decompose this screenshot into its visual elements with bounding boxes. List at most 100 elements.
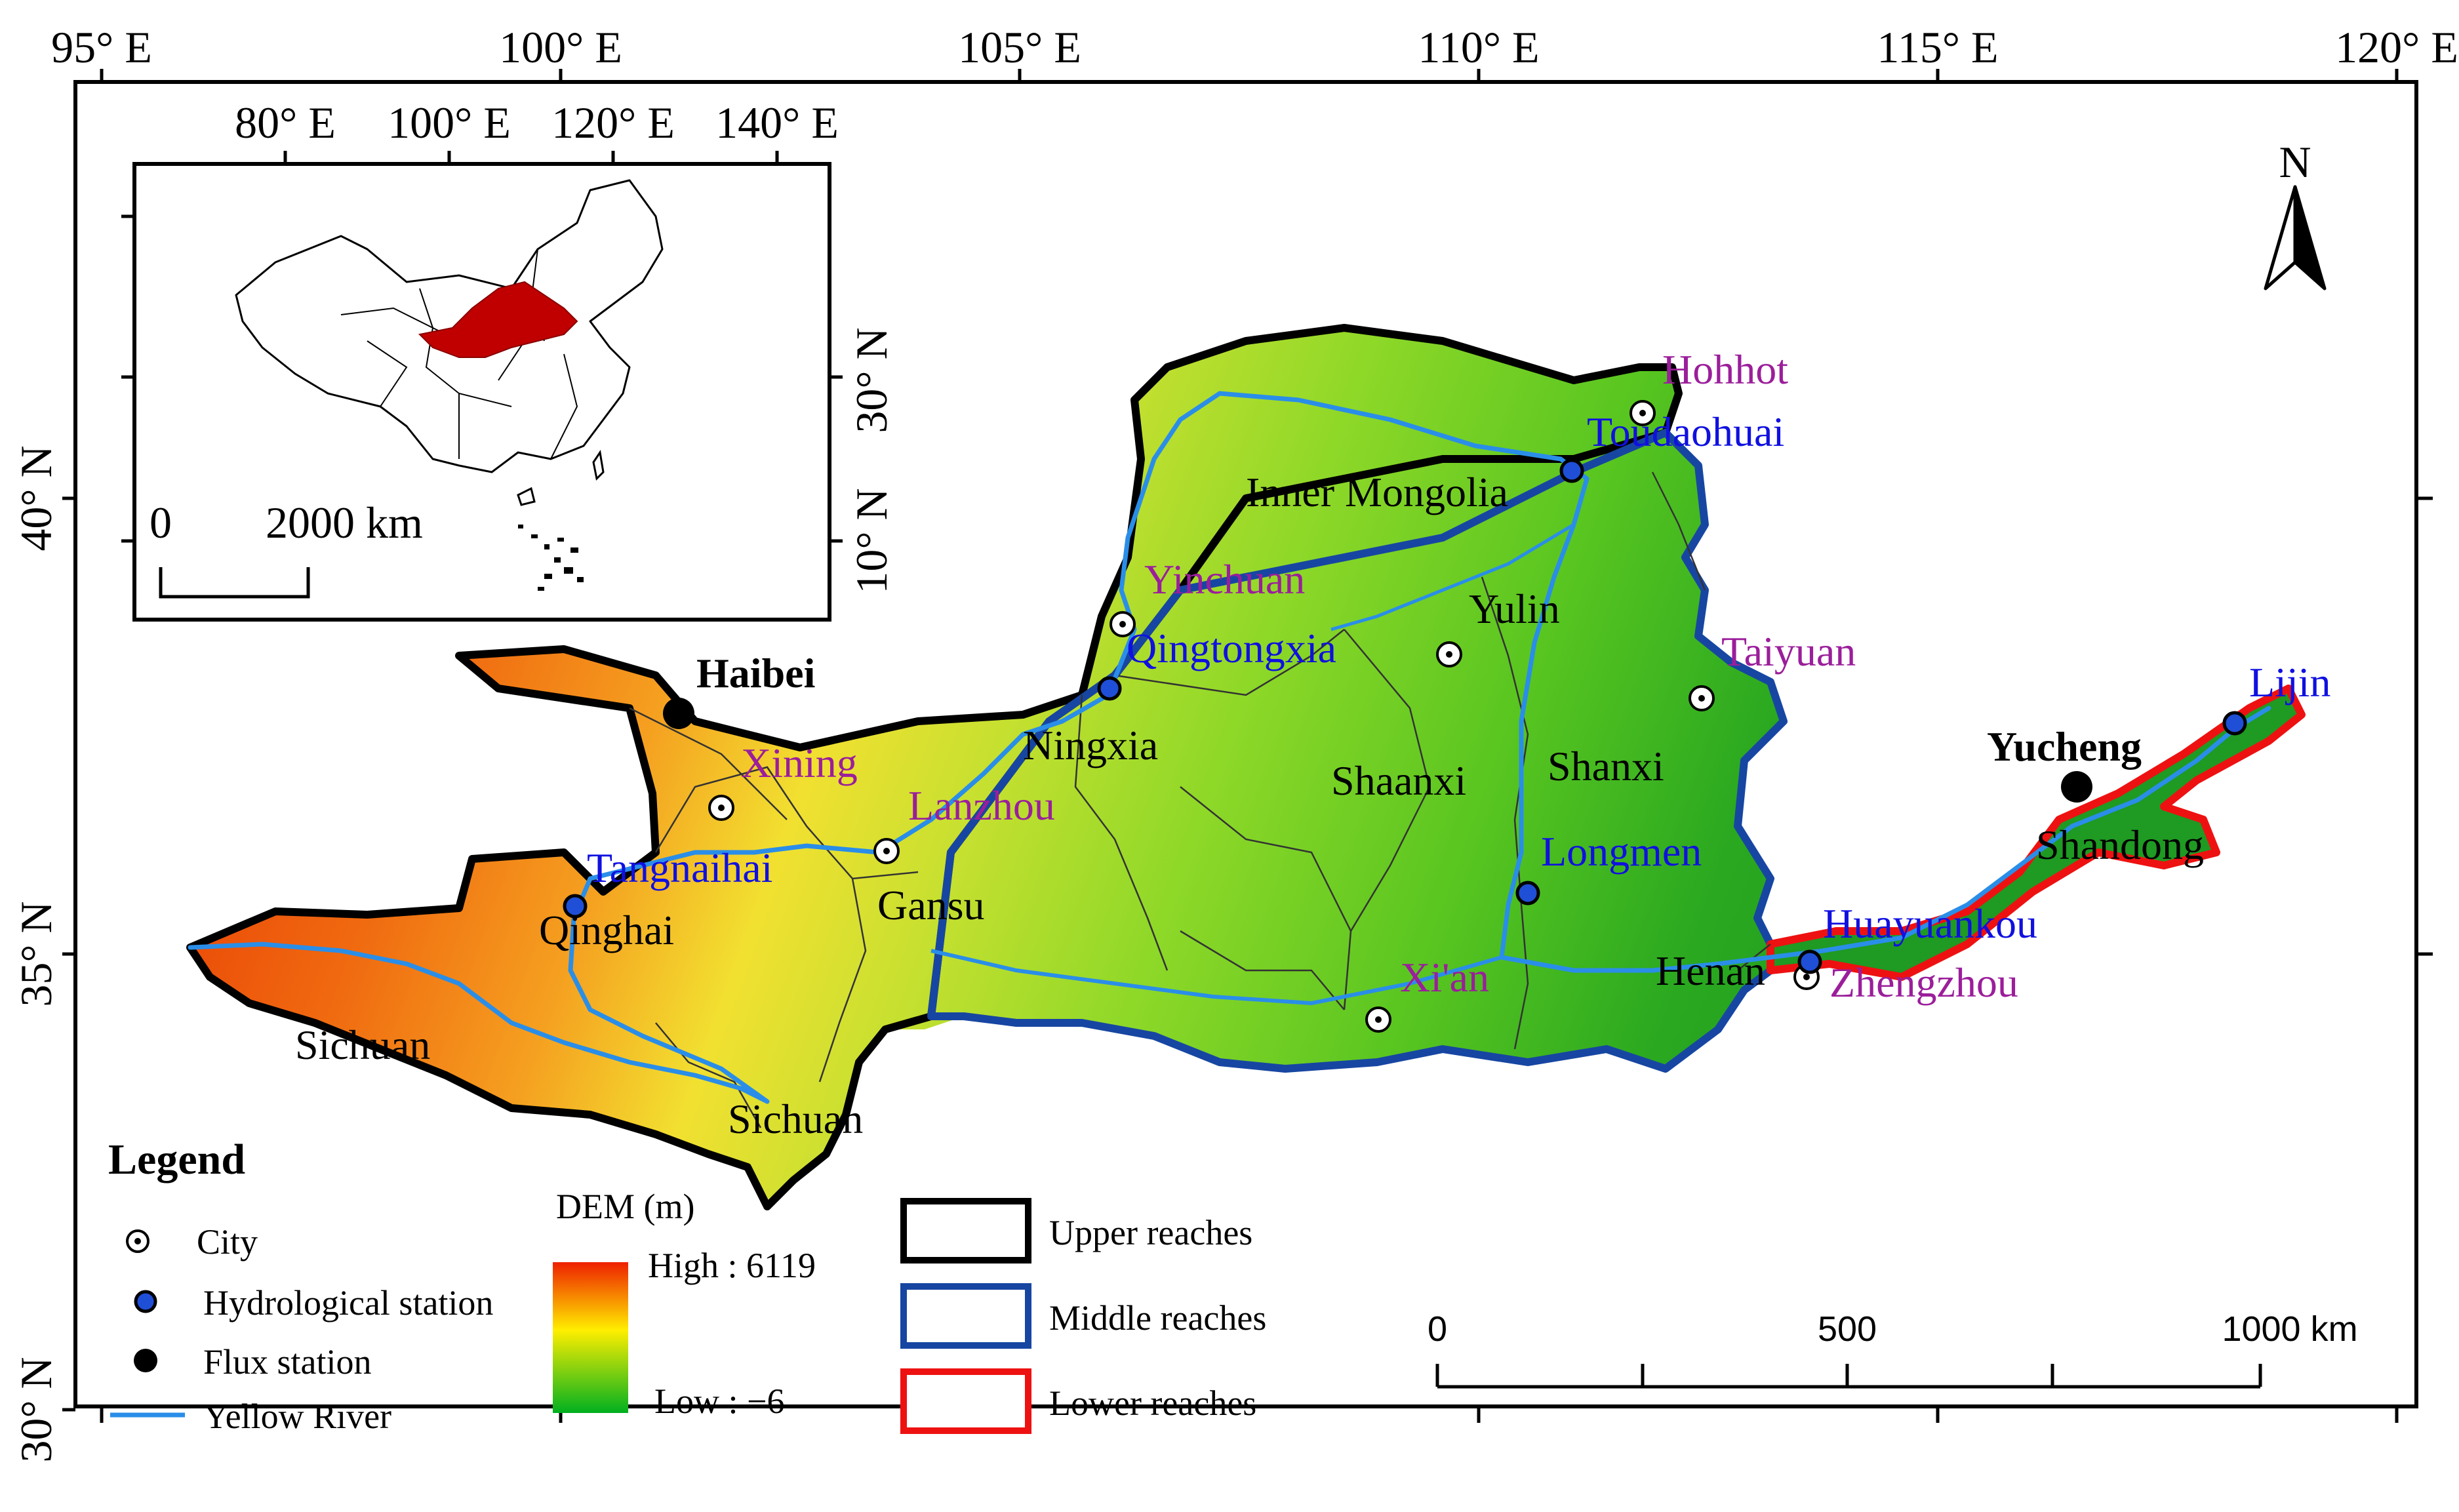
hydro-station-markers — [563, 458, 2247, 974]
station-label-tangnaihai: Tangnaihai — [587, 845, 772, 891]
legend-item-yellow-river: Yellow River — [110, 1397, 391, 1436]
city-icon — [873, 838, 900, 864]
inset-lat-30: 30° N — [847, 327, 896, 433]
prov-label-sichuan-east: Sichuan — [728, 1096, 863, 1142]
flux-station-icon — [663, 698, 694, 729]
north-arrow: N — [2264, 137, 2327, 290]
flux-label-haibei: Haibei — [696, 650, 815, 696]
lon-label-115: 115° E — [1877, 22, 1998, 72]
china-outline — [235, 179, 664, 473]
station-label-toudaohuai: Toudaohuai — [1587, 408, 1784, 455]
dem-legend-title: DEM (m) — [556, 1187, 694, 1226]
north-arrow-label: N — [2279, 137, 2311, 187]
prov-label-sichuan-west: Sichuan — [295, 1022, 430, 1068]
middle-reaches-boundary — [927, 429, 1788, 1073]
hydro-station-icon — [2222, 711, 2247, 736]
flux-station-markers — [663, 698, 2092, 803]
hydro-station-icon — [1797, 949, 1822, 974]
prov-label-ningxia: Ningxia — [1023, 722, 1158, 768]
lat-label-30: 30° N — [11, 1357, 61, 1462]
scale-bar: 0 500 1000 km — [1428, 1309, 2358, 1389]
flux-station-icon — [2061, 771, 2092, 803]
legend-item-lower-reaches: Lower reaches — [900, 1368, 1256, 1434]
flux-label-yucheng: Yucheng — [1987, 723, 2142, 770]
city-icon — [126, 1229, 150, 1253]
station-label-lijin: Lijin — [2249, 659, 2330, 706]
scale-label-0: 0 — [1428, 1309, 1447, 1349]
basin — [186, 324, 2306, 1210]
svg-text:Middle reaches: Middle reaches — [1049, 1298, 1266, 1338]
inset-scale-label: 2000 km — [266, 498, 423, 547]
lon-label-95: 95° E — [51, 22, 152, 72]
city-label-zhengzhou: Zhengzhou — [1829, 959, 2018, 1006]
city-labels: Hohhot Yinchuan Taiyuan Xining Lanzhou X… — [741, 346, 2018, 1006]
svg-text:City: City — [197, 1222, 258, 1262]
upper-reaches-swatch — [900, 1198, 1031, 1263]
city-markers — [708, 400, 1820, 1033]
city-icon — [1436, 641, 1462, 667]
svg-text:Upper reaches: Upper reaches — [1049, 1213, 1252, 1252]
station-label-qingtongxia: Qingtongxia — [1127, 625, 1336, 671]
top-longitude-axis: 95° E 100° E 105° E 110° E 115° E 120° E — [51, 22, 2458, 82]
prov-label-inner-mongolia: Inner Mongolia — [1246, 469, 1508, 515]
yellow-river-tributary-2 — [1330, 523, 1575, 631]
city-label-xining: Xining — [741, 740, 858, 786]
inset-lon-120: 120° E — [551, 98, 675, 148]
city-icon — [1110, 611, 1136, 637]
inset-lon-80: 80° E — [235, 98, 336, 148]
city-icon — [708, 795, 734, 821]
yellow-river-tributary — [930, 949, 1502, 1006]
hydro-station-icon — [1097, 676, 1122, 701]
city-label-yinchuan: Yinchuan — [1144, 556, 1305, 603]
inset-lon-100: 100° E — [388, 98, 511, 148]
china-inset: 80° E 100° E 120° E 140° E 30° N 10° N — [121, 98, 896, 622]
inset-scale-bar — [159, 567, 310, 599]
station-labels: Toudaohuai Qingtongxia Tangnaihai Longme… — [587, 408, 2330, 947]
dem-low-label: Low : −6 — [654, 1382, 784, 1421]
legend-title: Legend — [108, 1136, 245, 1184]
prov-label-shanxi: Shanxi — [1548, 743, 1664, 789]
legend-item-upper-reaches: Upper reaches — [900, 1198, 1252, 1263]
inset-lat-10: 10° N — [847, 488, 896, 593]
yellow-river-line — [188, 391, 2271, 1104]
city-label-lanzhou: Lanzhou — [908, 782, 1055, 829]
svg-text:Hydrological station: Hydrological station — [203, 1283, 493, 1323]
prov-label-henan: Henan — [1656, 947, 1765, 994]
inset-frame — [132, 162, 831, 622]
city-icon — [1365, 1006, 1391, 1033]
prov-label-gansu: Gansu — [877, 882, 985, 928]
svg-text:Yellow River: Yellow River — [203, 1397, 391, 1436]
legend-item-middle-reaches: Middle reaches — [900, 1283, 1266, 1349]
prov-label-shandong: Shandong — [2036, 822, 2204, 868]
flux-station-icon — [134, 1349, 157, 1372]
lon-label-110: 110° E — [1418, 22, 1539, 72]
lat-label-40: 40° N — [11, 445, 61, 551]
prov-label-qinghai: Qinghai — [539, 907, 674, 953]
station-label-longmen: Longmen — [1541, 828, 1702, 875]
upper-reaches-boundary — [186, 324, 1683, 1210]
flux-labels: Haibei Yucheng — [696, 650, 2142, 770]
legend-item-city: City — [126, 1222, 258, 1262]
legend: Legend City Hydrological station Flux st… — [108, 1136, 1266, 1436]
hydro-station-icon — [1559, 458, 1584, 483]
basin-dem-fill — [190, 328, 2302, 1206]
city-label-xian: Xi'an — [1400, 954, 1489, 1001]
dem-high-label: High : 6119 — [648, 1246, 816, 1285]
dem-color-ramp — [553, 1262, 628, 1413]
city-icon — [1629, 400, 1656, 426]
lon-label-105: 105° E — [958, 22, 1081, 72]
province-labels: Inner Mongolia Ningxia Shaanxi Shanxi Ga… — [295, 469, 2204, 1142]
inset-lon-140: 140° E — [715, 98, 839, 148]
legend-item-flux-station: Flux station — [134, 1342, 372, 1382]
scale-label-500: 500 — [1818, 1309, 1877, 1349]
north-arrow-icon — [2264, 185, 2297, 290]
map-frame — [73, 80, 2418, 1408]
inset-basin-highlight — [418, 281, 578, 358]
lat-label-35: 35° N — [11, 901, 61, 1006]
lower-reaches-swatch — [900, 1368, 1031, 1434]
left-latitude-axis: 40° N 35° N 30° N — [11, 445, 2433, 1463]
city-label-yulin: Yulin — [1469, 586, 1560, 632]
scale-label-1000: 1000 km — [2222, 1309, 2357, 1349]
prov-label-shaanxi: Shaanxi — [1331, 757, 1466, 804]
